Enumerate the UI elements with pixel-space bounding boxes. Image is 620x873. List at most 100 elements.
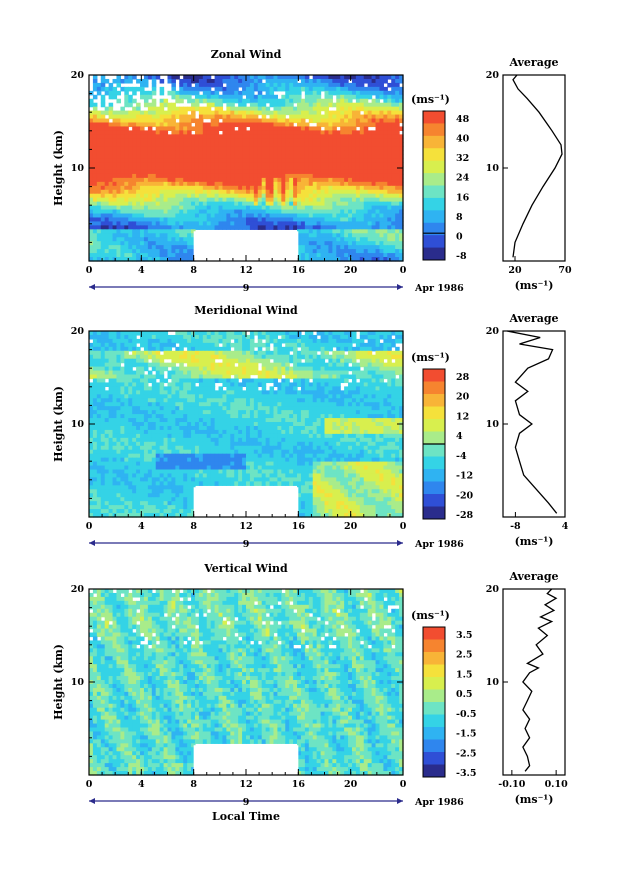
heatmap-cell bbox=[249, 338, 255, 344]
heatmap-cell bbox=[112, 362, 118, 368]
heatmap-cell bbox=[128, 394, 133, 399]
heatmap-cell bbox=[289, 122, 294, 128]
heatmap-cell bbox=[265, 189, 271, 195]
heatmap-cell bbox=[285, 374, 290, 380]
heatmap-cell bbox=[395, 253, 400, 258]
heatmap-cell bbox=[391, 406, 396, 411]
colorbar-label: 0 bbox=[456, 231, 463, 242]
heatmap-cell bbox=[222, 138, 227, 143]
heatmap-cell bbox=[316, 390, 322, 395]
heatmap-cell bbox=[371, 193, 377, 199]
heatmap-cell bbox=[116, 142, 121, 147]
heatmap-cell bbox=[320, 334, 326, 340]
heatmap-cell bbox=[100, 102, 106, 108]
heatmap-cell bbox=[285, 342, 290, 348]
heatmap-cell bbox=[387, 245, 392, 250]
heatmap-cell bbox=[210, 118, 216, 124]
heatmap-cell bbox=[367, 350, 373, 356]
heatmap-cell bbox=[234, 382, 239, 388]
heatmap-cell bbox=[297, 253, 302, 258]
heatmap-cell bbox=[300, 346, 306, 352]
heatmap-cell bbox=[395, 346, 400, 352]
heatmap-cell bbox=[234, 398, 239, 403]
heatmap-cell bbox=[324, 173, 330, 179]
heatmap-cell bbox=[136, 138, 141, 143]
heatmap-cell bbox=[344, 366, 349, 372]
heatmap-cell bbox=[222, 382, 227, 388]
heatmap-cell bbox=[328, 78, 333, 84]
heatmap-cell bbox=[395, 82, 400, 88]
heatmap-cell bbox=[281, 362, 286, 368]
heatmap-cell bbox=[92, 205, 98, 211]
heatmap-cell bbox=[285, 78, 290, 84]
heatmap-cell bbox=[136, 185, 141, 191]
heatmap-cell bbox=[391, 110, 396, 116]
heatmap-cell bbox=[96, 350, 102, 356]
heatmap-cell bbox=[112, 201, 118, 207]
heatmap-cell bbox=[120, 146, 125, 151]
heatmap-cell bbox=[351, 334, 357, 340]
heatmap-cell bbox=[249, 358, 255, 364]
heatmap-cell bbox=[312, 118, 318, 124]
heatmap-cell bbox=[140, 390, 145, 395]
heatmap-cell bbox=[89, 241, 94, 246]
heatmap-cell bbox=[155, 354, 161, 360]
heatmap-cell bbox=[261, 221, 267, 226]
heatmap-cell bbox=[375, 98, 381, 104]
heatmap-cell bbox=[206, 75, 212, 80]
heatmap-cell bbox=[112, 110, 118, 116]
heatmap-cell bbox=[116, 342, 121, 348]
heatmap-cell bbox=[387, 366, 392, 372]
heatmap-cell bbox=[112, 386, 118, 391]
heatmap-cell bbox=[293, 110, 298, 116]
heatmap-cell bbox=[140, 169, 145, 175]
heatmap-cell bbox=[143, 221, 149, 226]
heatmap-cell bbox=[89, 398, 94, 403]
heatmap-cell bbox=[214, 402, 220, 407]
heatmap-cell bbox=[359, 237, 365, 242]
heatmap-cell bbox=[293, 382, 298, 388]
heatmap-cell bbox=[297, 245, 302, 250]
heatmap-cell bbox=[222, 205, 227, 211]
heatmap-cell bbox=[375, 209, 381, 215]
heatmap-cell bbox=[328, 162, 333, 167]
heatmap-cell bbox=[249, 213, 255, 219]
heatmap-cell bbox=[297, 257, 302, 262]
heatmap-cell bbox=[179, 249, 184, 254]
y-axis-label: Height (km) bbox=[52, 130, 65, 206]
heatmap-cell bbox=[89, 374, 94, 380]
heatmap-cell bbox=[379, 189, 384, 195]
heatmap-cell bbox=[277, 402, 282, 407]
heatmap-cell bbox=[336, 189, 341, 195]
heatmap-cell bbox=[187, 134, 192, 139]
heatmap-cell bbox=[89, 331, 94, 336]
heatmap-cell bbox=[242, 331, 247, 336]
heatmap-cell bbox=[191, 386, 196, 391]
heatmap-cell bbox=[155, 362, 161, 368]
heatmap-cell bbox=[116, 249, 121, 254]
heatmap-cell bbox=[375, 130, 381, 135]
heatmap-cell bbox=[340, 394, 345, 399]
heatmap-cell bbox=[214, 217, 220, 223]
heatmap-cell bbox=[375, 370, 381, 376]
heatmap-cell bbox=[167, 390, 173, 395]
heatmap-cell bbox=[112, 398, 118, 403]
heatmap-cell bbox=[355, 366, 361, 372]
heatmap-cell bbox=[308, 158, 314, 163]
heatmap-cell bbox=[234, 78, 239, 84]
heatmap-cell bbox=[92, 382, 98, 388]
heatmap-cell bbox=[344, 78, 349, 84]
heatmap-cell bbox=[285, 169, 290, 175]
heatmap-cell bbox=[371, 189, 377, 195]
heatmap-cell bbox=[399, 138, 404, 143]
heatmap-cell bbox=[112, 126, 118, 132]
heatmap-cell bbox=[261, 358, 267, 364]
heatmap-cell bbox=[277, 209, 282, 215]
heatmap-cell bbox=[226, 398, 231, 403]
heatmap-cell bbox=[226, 150, 231, 155]
heatmap-cell bbox=[308, 342, 314, 348]
heatmap-cell bbox=[277, 331, 282, 336]
heatmap-cell bbox=[348, 386, 353, 391]
heatmap-cell bbox=[308, 102, 314, 108]
heatmap-cell bbox=[348, 177, 353, 183]
